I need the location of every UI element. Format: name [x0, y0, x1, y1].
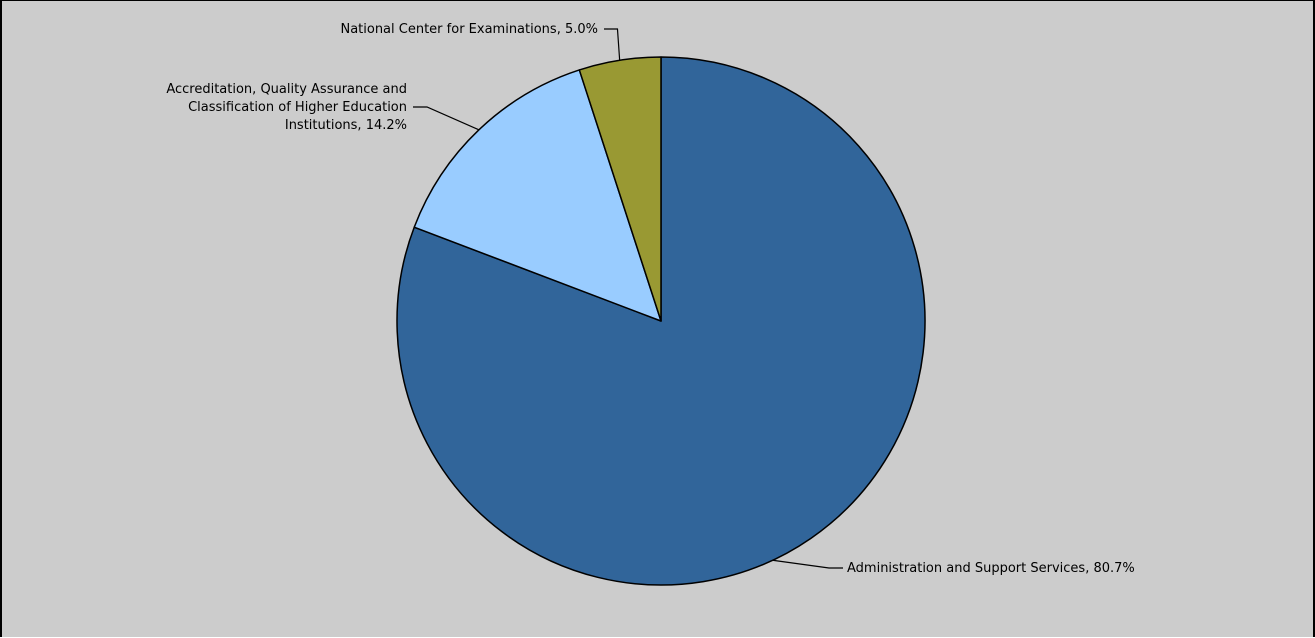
slice-label-line: National Center for Examinations, 5.0%: [340, 22, 598, 37]
slice-label-accreditation-quality-assurance-and-classification-of-higher-education-institutions: Accreditation, Quality Assurance and Clas…: [166, 82, 407, 133]
slice-label-line: Institutions, 14.2%: [285, 118, 407, 133]
slice-label-administration-and-support-services: Administration and Support Services, 80.…: [847, 561, 1135, 576]
pie-slice-administration-and-support-services: [396, 56, 926, 586]
slice-label-line: Classification of Higher Education: [188, 100, 407, 115]
slice-label-line: Accreditation, Quality Assurance and: [166, 82, 407, 97]
leader-line-accreditation-quality-assurance-and-classification-of-higher-education-institutions: [413, 106, 480, 131]
leader-line-national-center-for-examinations: [604, 28, 621, 61]
slice-label-national-center-for-examinations: National Center for Examinations, 5.0%: [340, 22, 598, 37]
pie-slice-national-center-for-examinations: [578, 56, 662, 322]
slice-label-line: Administration and Support Services, 80.…: [847, 561, 1135, 576]
leader-line-administration-and-support-services: [772, 559, 843, 569]
